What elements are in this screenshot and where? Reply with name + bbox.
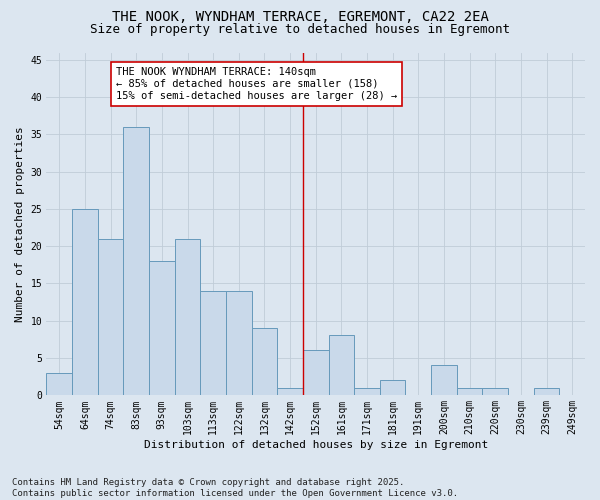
Bar [175, 238, 200, 395]
Bar [329, 336, 354, 395]
Bar [149, 261, 175, 395]
Text: Size of property relative to detached houses in Egremont: Size of property relative to detached ho… [90, 22, 510, 36]
Bar [303, 350, 329, 395]
Bar [457, 388, 482, 395]
Bar [482, 388, 508, 395]
Bar [46, 372, 72, 395]
Bar [251, 328, 277, 395]
Bar [534, 388, 559, 395]
Text: THE NOOK WYNDHAM TERRACE: 140sqm
← 85% of detached houses are smaller (158)
15% : THE NOOK WYNDHAM TERRACE: 140sqm ← 85% o… [116, 68, 397, 100]
Text: THE NOOK, WYNDHAM TERRACE, EGREMONT, CA22 2EA: THE NOOK, WYNDHAM TERRACE, EGREMONT, CA2… [112, 10, 488, 24]
Text: Contains HM Land Registry data © Crown copyright and database right 2025.
Contai: Contains HM Land Registry data © Crown c… [12, 478, 458, 498]
X-axis label: Distribution of detached houses by size in Egremont: Distribution of detached houses by size … [143, 440, 488, 450]
Bar [354, 388, 380, 395]
Y-axis label: Number of detached properties: Number of detached properties [15, 126, 25, 322]
Bar [431, 365, 457, 395]
Bar [380, 380, 406, 395]
Bar [277, 388, 303, 395]
Bar [226, 291, 251, 395]
Bar [124, 127, 149, 395]
Bar [72, 209, 98, 395]
Bar [98, 238, 124, 395]
Bar [200, 291, 226, 395]
